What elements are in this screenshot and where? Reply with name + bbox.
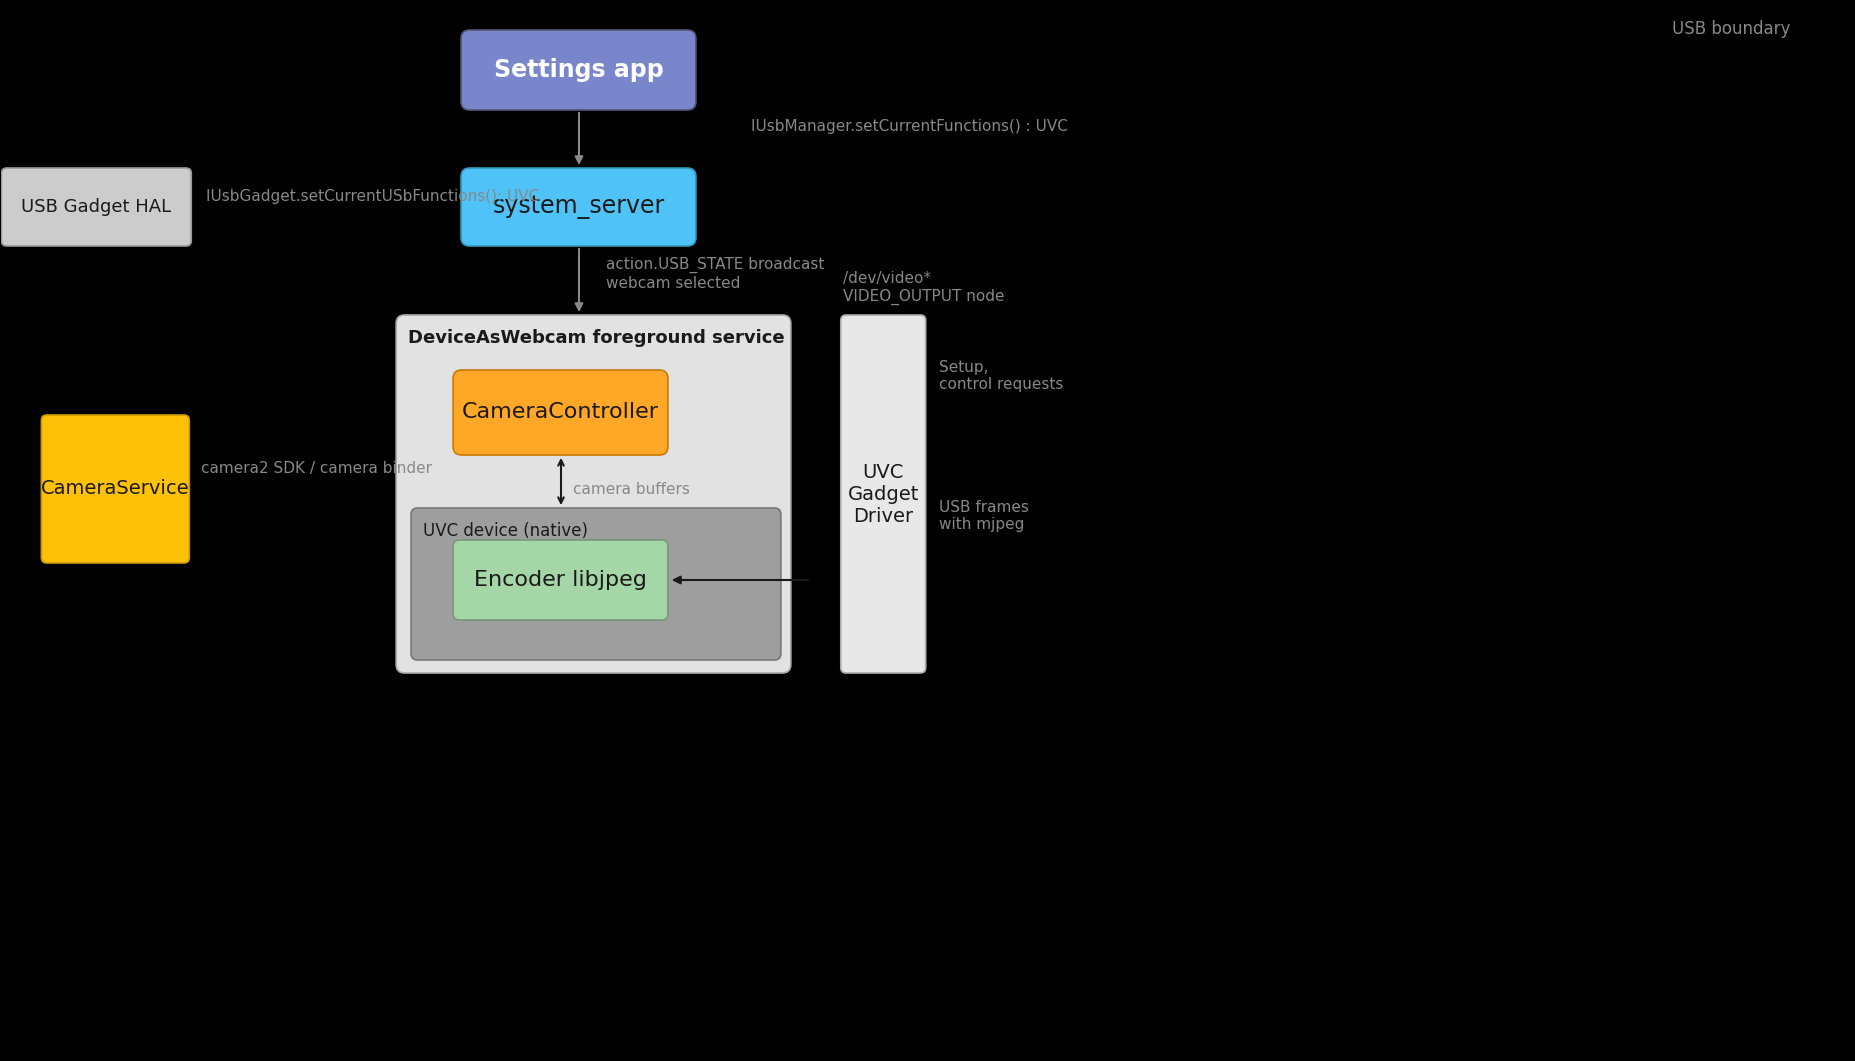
- Text: USB boundary: USB boundary: [1671, 20, 1788, 38]
- Text: camera2 SDK / camera binder: camera2 SDK / camera binder: [200, 460, 432, 475]
- FancyBboxPatch shape: [412, 508, 781, 660]
- FancyBboxPatch shape: [453, 370, 668, 455]
- Text: UVC device (native): UVC device (native): [423, 522, 588, 540]
- Text: USB frames
with mjpeg: USB frames with mjpeg: [939, 500, 1028, 533]
- Text: action.USB_STATE broadcast
webcam selected: action.USB_STATE broadcast webcam select…: [605, 257, 824, 291]
- FancyBboxPatch shape: [41, 415, 189, 563]
- Text: UVC
Gadget
Driver: UVC Gadget Driver: [848, 463, 918, 525]
- Text: CameraController: CameraController: [462, 402, 659, 422]
- Text: system_server: system_server: [492, 195, 664, 219]
- FancyBboxPatch shape: [460, 168, 696, 246]
- FancyBboxPatch shape: [395, 315, 790, 673]
- Text: IUsbGadget.setCurrentUSbFunctions(): UVC: IUsbGadget.setCurrentUSbFunctions(): UVC: [206, 189, 540, 204]
- Text: IUsbManager.setCurrentFunctions() : UVC: IUsbManager.setCurrentFunctions() : UVC: [751, 119, 1067, 134]
- FancyBboxPatch shape: [2, 168, 191, 246]
- FancyBboxPatch shape: [453, 540, 668, 620]
- Text: Settings app: Settings app: [493, 58, 662, 82]
- Text: Setup,
control requests: Setup, control requests: [939, 360, 1063, 393]
- Text: CameraService: CameraService: [41, 480, 189, 499]
- FancyBboxPatch shape: [840, 315, 926, 673]
- FancyBboxPatch shape: [460, 30, 696, 110]
- Text: camera buffers: camera buffers: [573, 483, 690, 498]
- Text: Encoder libjpeg: Encoder libjpeg: [473, 570, 647, 590]
- Text: DeviceAsWebcam foreground service: DeviceAsWebcam foreground service: [408, 329, 785, 347]
- Text: /dev/video*
VIDEO_OUTPUT node: /dev/video* VIDEO_OUTPUT node: [842, 272, 1004, 305]
- Text: USB Gadget HAL: USB Gadget HAL: [20, 198, 171, 216]
